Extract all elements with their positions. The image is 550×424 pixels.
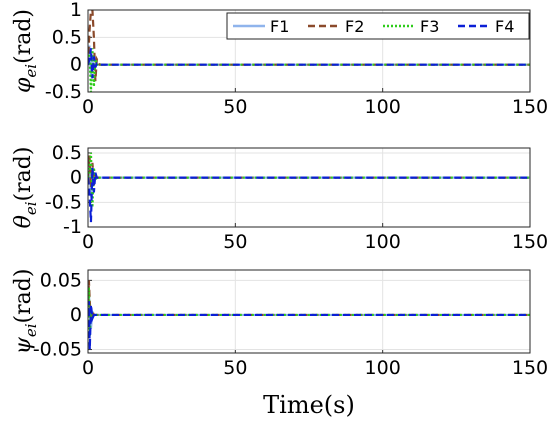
- x-tick-label: 100: [365, 231, 401, 253]
- y-tick-label: -1: [63, 216, 82, 238]
- series-group: [88, 152, 530, 223]
- series-line-f4: [88, 167, 530, 223]
- x-tick-label: 100: [365, 357, 401, 379]
- y-tick-label: 0.5: [52, 142, 82, 164]
- series-group: [88, 280, 530, 350]
- plot-area: [88, 270, 530, 353]
- axes-frame: [87, 147, 531, 228]
- y-tick-label: -0.05: [33, 339, 82, 361]
- legend-label-f2: F2: [345, 17, 364, 36]
- y-tick-label: 0.05: [40, 269, 82, 291]
- series-line-f2: [88, 155, 530, 188]
- x-tick-label: 50: [223, 357, 247, 379]
- x-tick-label: 100: [365, 96, 401, 118]
- legend: F1 F2 F3 F4: [226, 12, 530, 40]
- legend-box: [226, 12, 530, 40]
- x-tick-label: 0: [82, 231, 94, 253]
- x-tick-label: 50: [223, 231, 247, 253]
- x-tick-label: 50: [223, 96, 247, 118]
- x-tick-label: 0: [82, 96, 94, 118]
- legend-label-f1: F1: [270, 17, 289, 36]
- series-line-f4: [88, 301, 530, 350]
- x-tick-label: 150: [512, 357, 548, 379]
- y-tick-label: 0: [70, 304, 82, 326]
- y-tick-label: 0.5: [52, 26, 82, 48]
- y-tick-label: 1: [70, 0, 82, 21]
- series-group: [88, 10, 530, 92]
- x-axis-label: Time(s): [263, 391, 355, 419]
- y-tick-label: 0: [70, 167, 82, 189]
- axes-frame: [87, 269, 531, 354]
- legend-label-f4: F4: [495, 17, 514, 36]
- axes-frame: [87, 9, 531, 93]
- legend-label-f3: F3: [420, 17, 439, 36]
- series-line-f3: [88, 48, 530, 92]
- y-axis-label: φei(rad): [11, 9, 40, 93]
- series-line-f4: [88, 48, 530, 79]
- y-tick-label: -0.5: [45, 81, 82, 103]
- plot-area: [88, 148, 530, 227]
- y-tick-label: -0.5: [45, 191, 82, 213]
- subplot-2: 0 50 100 150 0.5 0-0.5 -1 θei(rad): [11, 142, 548, 253]
- y-axis-label: θei(rad): [11, 147, 40, 229]
- x-tick-label: 0: [82, 357, 94, 379]
- x-tick-label: 150: [512, 231, 548, 253]
- x-tick-label: 150: [512, 96, 548, 118]
- y-axis-label: ψei(rad): [11, 269, 40, 355]
- y-tick-label: 0: [70, 54, 82, 76]
